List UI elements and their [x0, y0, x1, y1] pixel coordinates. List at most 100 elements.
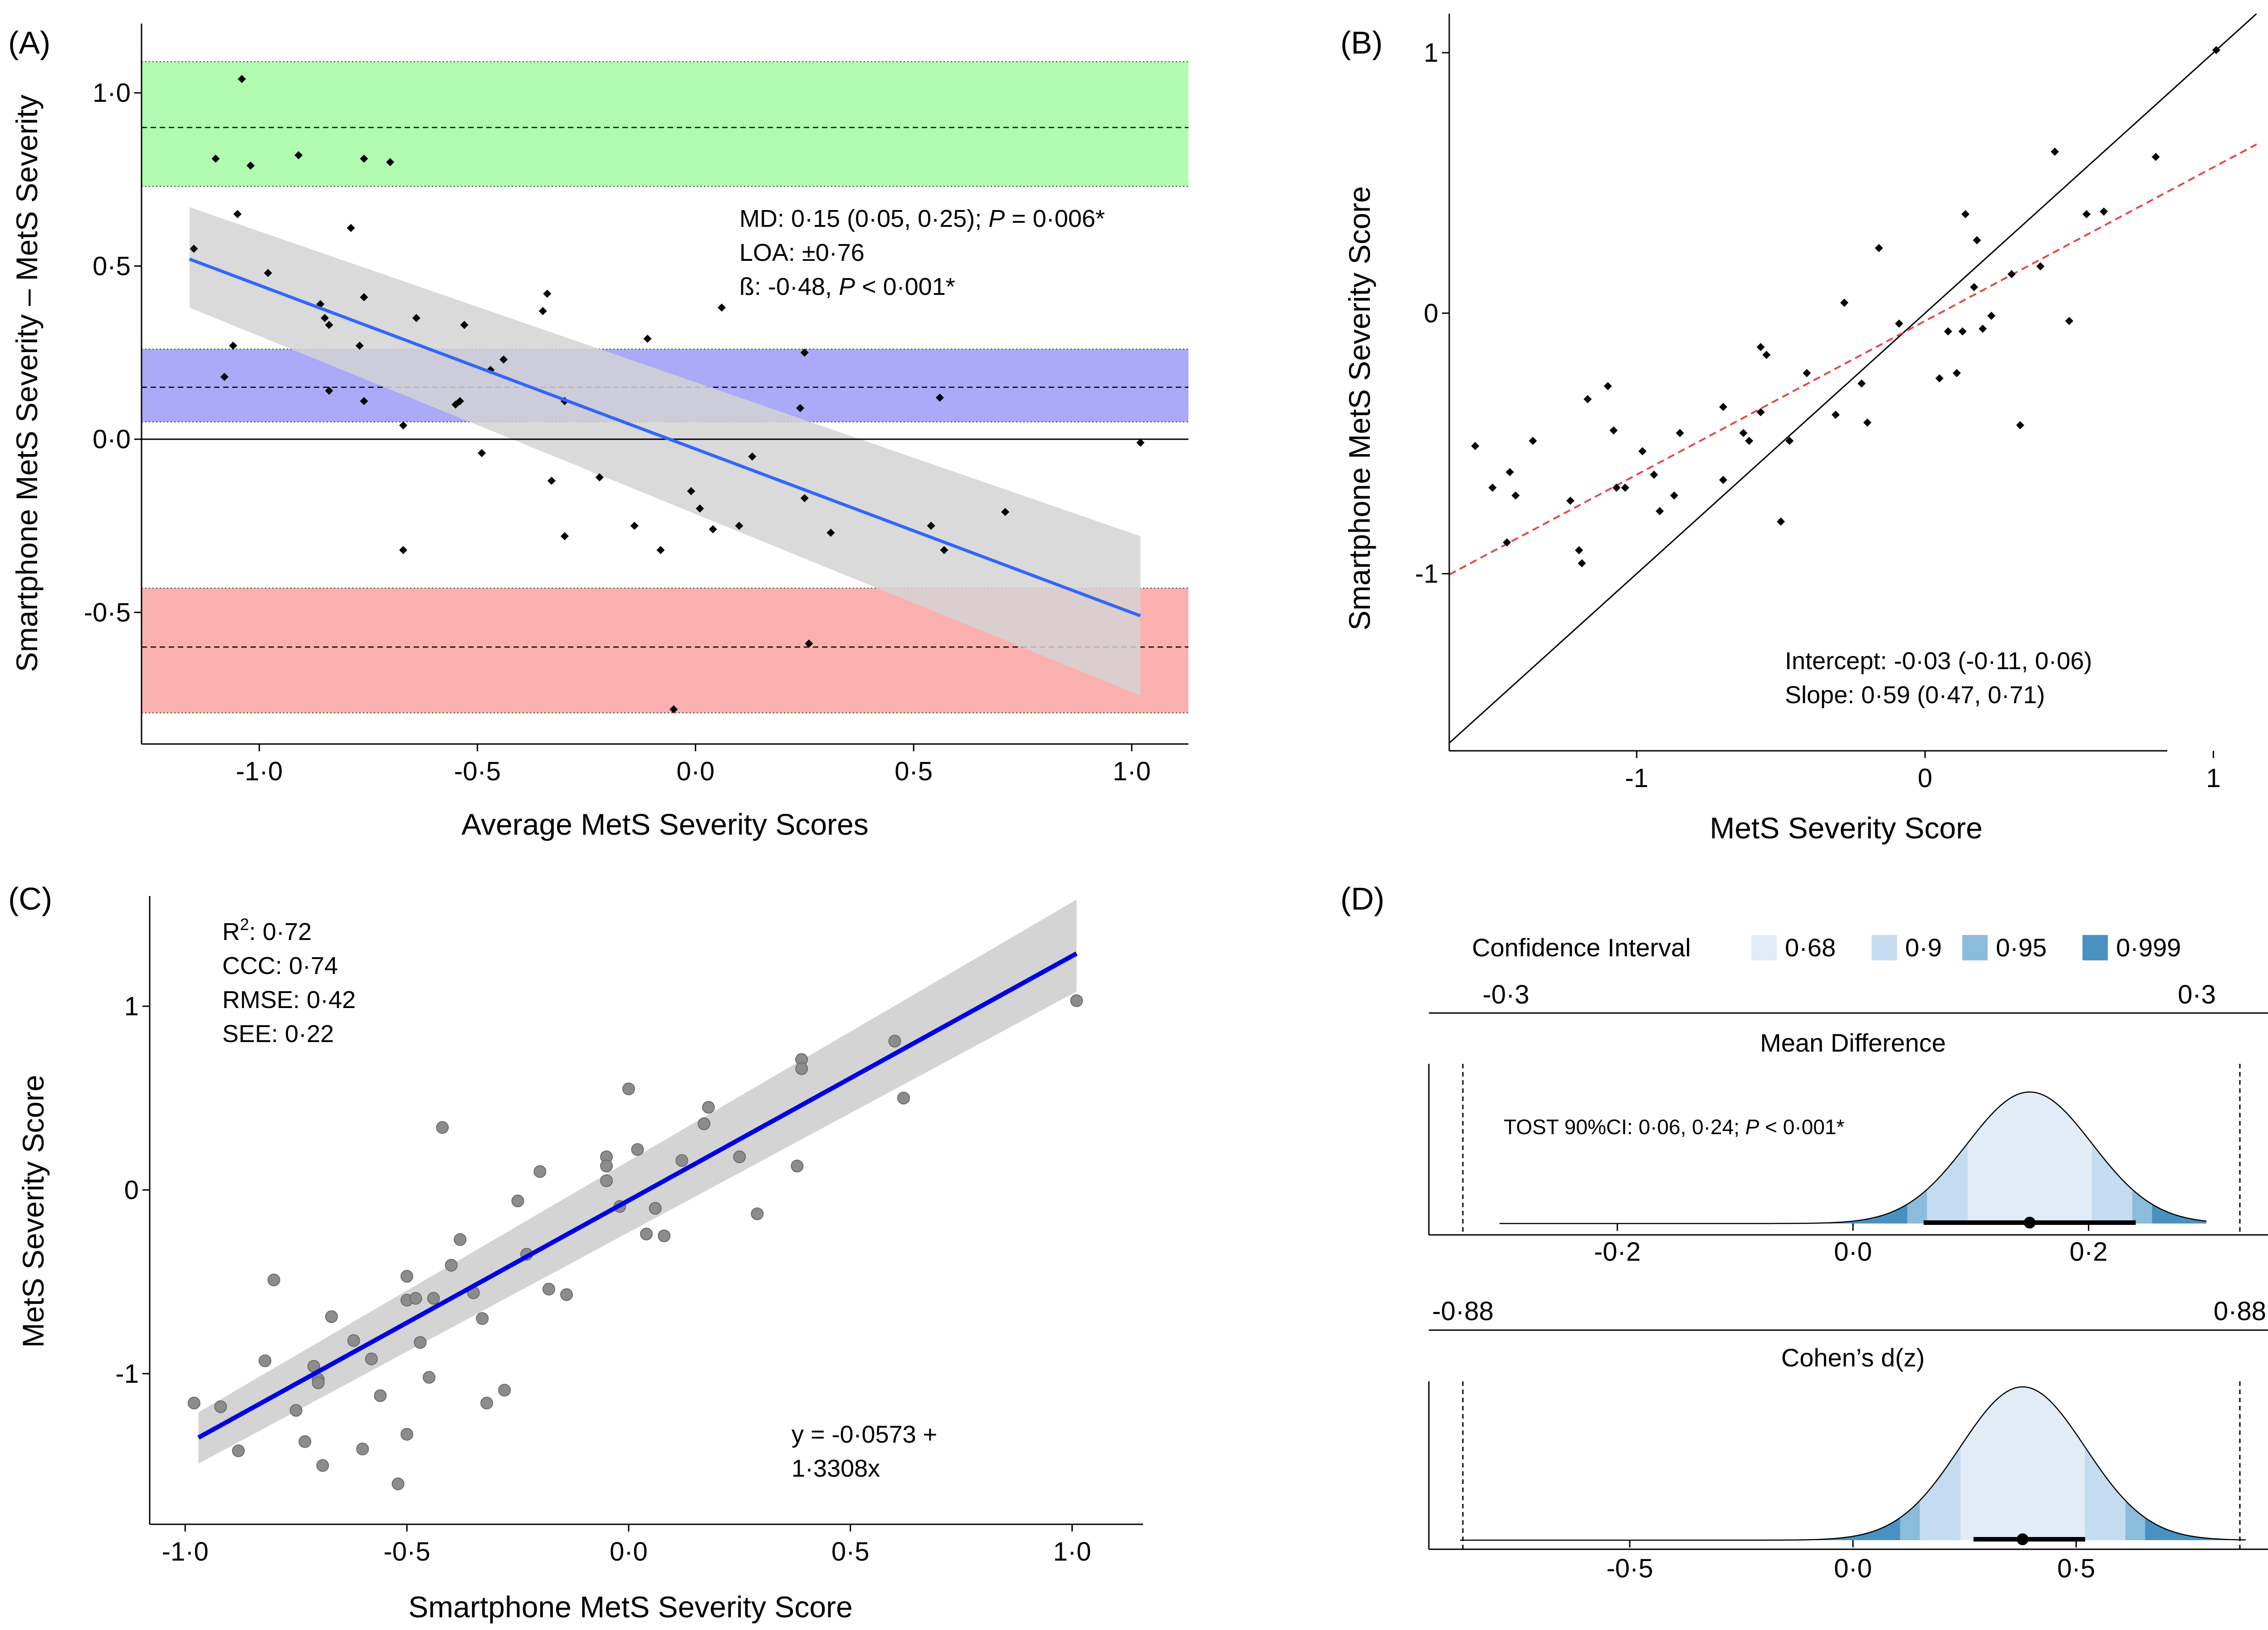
panel-c-r2-stat: R2: 0·72 [222, 915, 312, 945]
x-tick-label: -0·5 [454, 757, 501, 786]
data-point [360, 397, 368, 406]
panel-a-y-ticks: -0·5 0·0 0·5 1·0 [84, 78, 142, 627]
data-point [709, 525, 717, 534]
data-point [1857, 379, 1866, 388]
data-point [675, 1154, 689, 1167]
data-point [1578, 559, 1586, 568]
data-point [289, 1404, 303, 1417]
fit-line [189, 257, 1141, 617]
data-point [1745, 436, 1754, 445]
data-point [298, 1435, 312, 1448]
x-tick-label: 0·5 [894, 757, 933, 786]
md-top-right-label: 0·3 [2178, 980, 2216, 1009]
x-tick-label: -1 [1625, 764, 1648, 793]
data-point [1488, 484, 1497, 492]
data-point [386, 158, 395, 166]
data-point [1471, 442, 1480, 450]
data-point [2151, 152, 2160, 161]
data-point [2016, 421, 2024, 430]
d-tost-interval [1973, 1533, 2085, 1545]
data-point [190, 245, 198, 253]
x-tick-label: 0·5 [831, 1537, 870, 1566]
data-point [927, 522, 935, 530]
data-point [1952, 369, 1961, 377]
d-x-ticks: -0·5 0·0 0·5 [1606, 1540, 2095, 1583]
data-point [238, 75, 246, 83]
legend-swatch-0999 [2082, 934, 2109, 961]
y-tick-label: 1 [124, 992, 139, 1021]
data-point [401, 1428, 414, 1441]
data-point [436, 1121, 449, 1134]
data-point [733, 1150, 746, 1164]
md-top-left-label: -0·3 [1482, 980, 1529, 1009]
d-strip-title: Cohen’s d(z) [1781, 1343, 1925, 1372]
data-point [698, 1117, 711, 1131]
data-point [670, 705, 678, 714]
data-point [246, 162, 255, 170]
data-point [826, 529, 835, 537]
d-top-left-label: -0·88 [1432, 1297, 1493, 1326]
data-point [622, 1082, 635, 1096]
panel-c-ci-ribbon [198, 900, 1077, 1464]
panel-d-letter: (D) [1340, 881, 1384, 916]
data-point [1719, 475, 1727, 484]
data-point [2100, 207, 2108, 216]
data-point [1803, 369, 1811, 377]
data-point [511, 1194, 524, 1208]
data-point [355, 342, 364, 350]
data-point [214, 1400, 227, 1413]
data-point [294, 151, 303, 160]
data-point [800, 348, 809, 357]
panel-c-y-ticks: -1 0 1 [115, 992, 150, 1389]
data-point [1944, 327, 1952, 336]
data-point [399, 546, 407, 554]
data-point [2212, 46, 2220, 54]
data-point [391, 1477, 405, 1490]
data-point [560, 532, 569, 540]
x-tick-label: 1 [2206, 764, 2221, 793]
legend-swatch-095 [1961, 934, 1989, 961]
data-point [409, 1292, 422, 1305]
data-point [374, 1389, 387, 1402]
data-point [1575, 546, 1584, 554]
data-point [888, 1034, 901, 1048]
y-tick-label: -0·5 [84, 598, 131, 627]
md-x-ticks: -0·2 0·0 0·2 [1594, 1224, 2107, 1267]
data-point [543, 289, 552, 298]
data-point [325, 321, 333, 329]
panel-c-letter: (C) [8, 881, 52, 916]
data-point [547, 476, 556, 485]
data-point [1970, 283, 1978, 291]
data-point [267, 1273, 280, 1287]
data-point [649, 1202, 662, 1215]
data-point [791, 1160, 804, 1173]
data-point [1979, 324, 1987, 333]
data-point [940, 546, 948, 554]
data-point [702, 1101, 715, 1114]
panel-c-equation-line2: 1·3308x [792, 1455, 880, 1482]
panel-b-identity-line [1449, 14, 2257, 744]
data-point [538, 307, 547, 315]
data-point [935, 393, 944, 402]
data-point [399, 421, 407, 430]
data-point [445, 1258, 458, 1272]
data-point [401, 1270, 414, 1283]
data-point [1001, 508, 1010, 516]
panel-a-bands [142, 61, 1188, 714]
data-point [1785, 436, 1794, 445]
data-point [1656, 507, 1664, 515]
panel-a-beta-annotation: ß: -0·48, P < 0·001* [739, 273, 955, 300]
data-point [735, 522, 743, 530]
data-point [1609, 426, 1618, 435]
data-point [1566, 496, 1574, 505]
data-point [800, 494, 809, 502]
data-point [187, 1396, 200, 1410]
x-tick-label: -1·0 [162, 1537, 209, 1566]
data-point [454, 1233, 467, 1246]
x-tick-label: 1·0 [1113, 757, 1151, 786]
data-point [427, 1292, 440, 1305]
panel-c-equation-line1: y = -0·0573 + [792, 1421, 937, 1448]
x-tick-label: 0·0 [1834, 1237, 1872, 1267]
panel-a-letter: (A) [8, 25, 50, 60]
panel-a-points [190, 75, 1145, 714]
